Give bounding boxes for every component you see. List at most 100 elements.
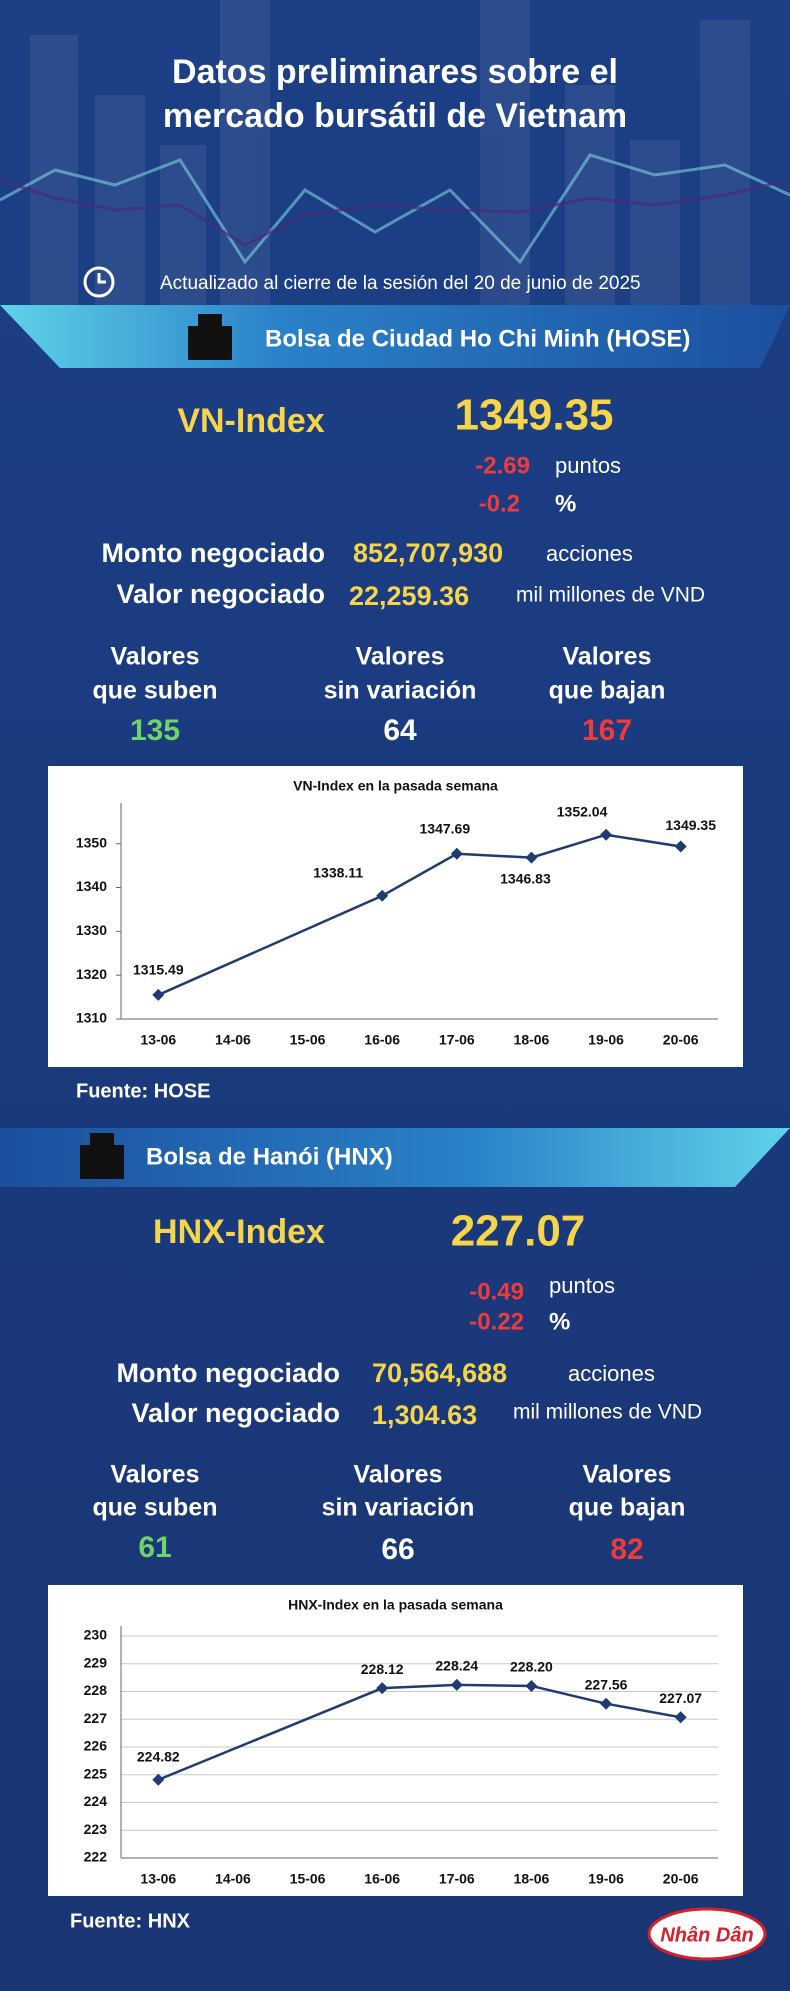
x-tick-label: 18-06	[514, 1032, 550, 1048]
volume-label: Monto negociado	[117, 1358, 340, 1388]
data-label: 228.24	[435, 1658, 478, 1674]
y-tick-label: 222	[84, 1849, 108, 1865]
volume-unit: acciones	[568, 1361, 655, 1386]
value: 22,259.36	[349, 581, 469, 611]
value-unit: mil millones de VND	[513, 1401, 702, 1424]
y-tick-label: 1310	[76, 1010, 107, 1026]
y-tick-label: 1320	[76, 966, 107, 982]
point	[600, 1697, 613, 1710]
point	[674, 1711, 687, 1724]
x-tick-label: 13-06	[140, 1871, 176, 1887]
pct-unit: %	[549, 1308, 570, 1335]
data-label: 1347.69	[420, 821, 471, 837]
point	[376, 1682, 389, 1695]
stat-up: 135	[130, 714, 180, 747]
y-tick-label: 228	[84, 1682, 108, 1698]
header-decor-line	[0, 178, 790, 247]
stat-label: sin variación	[322, 1494, 475, 1522]
data-label: 227.56	[585, 1676, 628, 1692]
stat-label: que suben	[92, 1494, 217, 1522]
index-name: HNX-Index	[153, 1213, 325, 1251]
title: mercado bursátil de Vietnam	[163, 97, 627, 135]
building-icon	[188, 314, 232, 360]
series-line	[157, 833, 681, 997]
y-tick-label: 223	[84, 1821, 108, 1837]
y-tick-label: 226	[84, 1738, 108, 1754]
title: Datos preliminares sobre el	[172, 53, 618, 91]
x-tick-label: 14-06	[215, 1032, 251, 1048]
value-label: Valor negociado	[131, 1398, 340, 1428]
value: 1,304.63	[372, 1400, 477, 1430]
series-line	[157, 1683, 681, 1781]
source: Fuente: HNX	[70, 1910, 191, 1932]
stat-label: Valores	[111, 1461, 200, 1489]
stat-flat: 66	[381, 1533, 414, 1566]
header-decor	[30, 0, 750, 305]
y-tick-label: 224	[84, 1793, 108, 1809]
data-label: 1352.04	[557, 803, 608, 819]
x-tick-label: 14-06	[215, 1871, 251, 1887]
index-value: 1349.35	[454, 391, 613, 440]
data-label: 227.07	[659, 1690, 702, 1706]
change-points: -0.49	[469, 1278, 524, 1305]
x-tick-label: 18-06	[514, 1871, 550, 1887]
x-tick-label: 19-06	[588, 1032, 624, 1048]
chart-box	[48, 766, 743, 1067]
chart-box	[48, 1585, 743, 1896]
points-unit: puntos	[549, 1273, 615, 1298]
point	[450, 847, 463, 860]
points-unit: puntos	[555, 453, 621, 478]
point	[674, 840, 687, 853]
y-tick-label: 227	[84, 1710, 108, 1726]
data-label: 224.82	[137, 1748, 180, 1764]
change-points: -2.69	[475, 452, 530, 479]
point	[450, 1678, 463, 1691]
stat-label: Valores	[354, 1461, 443, 1489]
chart-title: HNX-Index en la pasada semana	[288, 1597, 503, 1613]
value-unit: mil millones de VND	[516, 584, 705, 607]
index-value: 227.07	[451, 1207, 586, 1256]
stat-down: 167	[582, 714, 632, 747]
stat-label: que bajan	[549, 677, 666, 705]
index-name: VN-Index	[177, 402, 324, 440]
x-tick-label: 19-06	[588, 1871, 624, 1887]
point	[525, 851, 538, 864]
data-label: 1349.35	[665, 817, 716, 833]
building-icon	[80, 1133, 124, 1179]
y-tick-label: 1330	[76, 922, 107, 938]
data-label: 1315.49	[133, 962, 184, 978]
stat-flat: 64	[383, 714, 417, 747]
stat-label: Valores	[356, 643, 445, 671]
stat-label: sin variación	[324, 677, 477, 705]
point	[152, 988, 165, 1001]
x-tick-label: 17-06	[439, 1032, 475, 1048]
chart-title: VN-Index en la pasada semana	[293, 778, 498, 794]
x-tick-label: 16-06	[364, 1871, 400, 1887]
exchange: Bolsa de Hanói (HNX)	[146, 1143, 393, 1170]
stat-label: que suben	[92, 677, 217, 705]
change-pct: -0.22	[469, 1308, 524, 1335]
logo-badge	[647, 1907, 767, 1961]
stat-label: Valores	[111, 643, 200, 671]
clock-icon	[83, 266, 115, 298]
x-tick-label: 16-06	[364, 1032, 400, 1048]
y-tick-label: 229	[84, 1654, 108, 1670]
data-label: 228.12	[361, 1661, 404, 1677]
value-label: Valor negociado	[116, 579, 325, 609]
x-tick-label: 15-06	[290, 1871, 326, 1887]
source: Fuente: HOSE	[76, 1080, 210, 1102]
x-tick-label: 17-06	[439, 1871, 475, 1887]
x-tick-label: 15-06	[290, 1032, 326, 1048]
y-tick-label: 1340	[76, 878, 107, 894]
point	[152, 1773, 165, 1786]
exchange: Bolsa de Ciudad Ho Chi Minh (HOSE)	[265, 325, 690, 352]
stat-up: 61	[138, 1531, 171, 1564]
y-tick-label: 1350	[76, 834, 107, 850]
point	[525, 1679, 538, 1692]
y-tick-label: 230	[84, 1627, 108, 1643]
x-tick-label: 20-06	[663, 1032, 699, 1048]
point	[600, 828, 613, 841]
x-tick-label: 13-06	[140, 1032, 176, 1048]
stat-label: Valores	[563, 643, 652, 671]
